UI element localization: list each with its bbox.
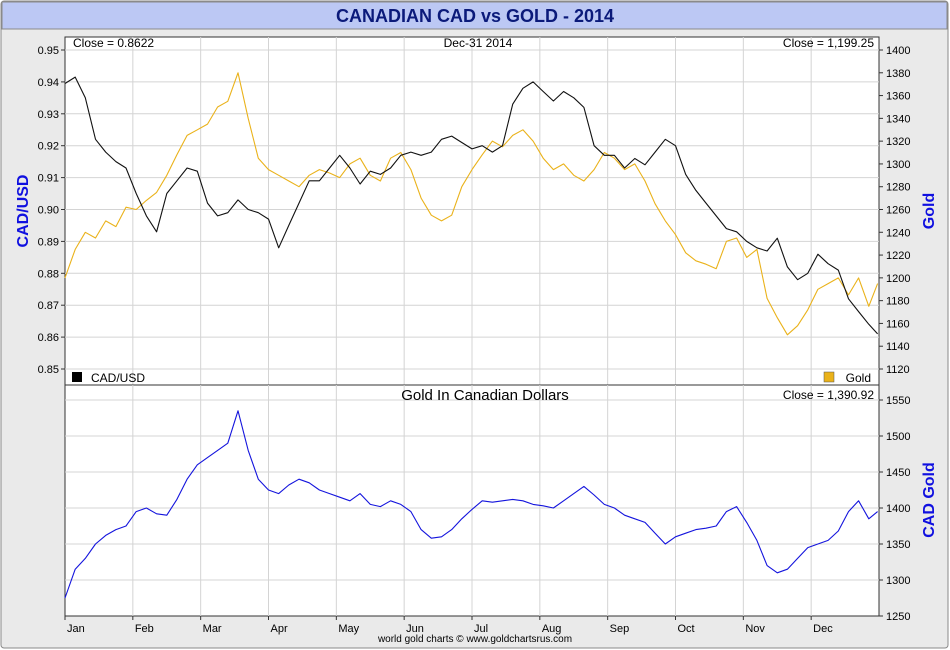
bottom-header-right: Close = 1,390.92 bbox=[783, 388, 874, 402]
bottom-series-group bbox=[64, 410, 878, 599]
legend-gold-label: Gold bbox=[846, 371, 871, 385]
x-tick-label: Dec bbox=[813, 623, 833, 635]
bottom-right-axis: 1550 1500 1450 1400 1350 1300 1250 bbox=[879, 395, 910, 623]
right-tick-label: 1280 bbox=[886, 182, 910, 194]
top-left-axis: 0.95 0.94 0.93 0.92 0.91 0.90 0.89 0.88 0.87 0.86… bbox=[38, 45, 65, 376]
left-axis-title-cad-usd: CAD/USD bbox=[15, 175, 32, 248]
cad-gold-series-line bbox=[64, 410, 878, 599]
right-tick-label: 1360 bbox=[886, 91, 910, 103]
bottom-right-tick-label: 1450 bbox=[886, 467, 910, 479]
bottom-right-tick-label: 1300 bbox=[886, 575, 910, 587]
right-tick-label: 1200 bbox=[886, 273, 910, 285]
top-header-left: Close = 0.8622 bbox=[73, 36, 154, 50]
x-tick-label: Mar bbox=[203, 623, 222, 635]
x-tick-label: Jan bbox=[67, 623, 85, 635]
legend-cad-usd-swatch bbox=[72, 372, 82, 382]
right-tick-label: 1140 bbox=[886, 341, 910, 353]
top-header-center: Dec-31 2014 bbox=[444, 36, 513, 50]
x-tick-label: Nov bbox=[745, 623, 765, 635]
right-tick-label: 1260 bbox=[886, 205, 910, 217]
right-tick-label: 1160 bbox=[886, 318, 910, 330]
left-tick-label: 0.87 bbox=[38, 300, 59, 312]
legend-cad-usd-label: CAD/USD bbox=[91, 371, 145, 385]
bottom-right-tick-label: 1350 bbox=[886, 539, 910, 551]
right-tick-label: 1380 bbox=[886, 68, 910, 80]
bottom-grid bbox=[65, 385, 879, 616]
gold-series-line bbox=[64, 72, 879, 336]
right-tick-label: 1400 bbox=[886, 45, 910, 57]
top-series-group bbox=[64, 72, 879, 336]
x-tick-label: May bbox=[338, 623, 359, 635]
top-header-right: Close = 1,199.25 bbox=[783, 36, 874, 50]
left-tick-label: 0.86 bbox=[38, 332, 59, 344]
left-tick-label: 0.85 bbox=[38, 364, 59, 376]
right-tick-label: 1320 bbox=[886, 136, 910, 148]
right-tick-label: 1300 bbox=[886, 159, 910, 171]
left-tick-label: 0.94 bbox=[38, 77, 59, 89]
left-tick-label: 0.95 bbox=[38, 45, 59, 57]
footer-credit: world gold charts © www.goldchartsrus.co… bbox=[377, 634, 572, 645]
left-tick-label: 0.91 bbox=[38, 173, 59, 185]
x-axis: Jan Feb Mar Apr May Jun Jul Aug Sep Oct Nov Dec bbox=[64, 616, 833, 635]
cad-usd-series-line bbox=[64, 76, 879, 335]
x-tick-label: Aug bbox=[542, 623, 562, 635]
right-tick-label: 1120 bbox=[886, 364, 910, 376]
top-right-axis: 1400 1380 1360 1340 1320 1300 1280 1260 1240 1220… bbox=[879, 45, 910, 376]
bottom-right-tick-label: 1400 bbox=[886, 503, 910, 515]
right-axis-title-gold: Gold bbox=[921, 193, 938, 229]
x-tick-label: Jun bbox=[406, 623, 424, 635]
right-axis-title-cad-gold: CAD Gold bbox=[921, 462, 938, 538]
top-grid bbox=[65, 37, 879, 385]
x-tick-label: Apr bbox=[271, 623, 288, 635]
right-tick-label: 1340 bbox=[886, 113, 910, 125]
left-tick-label: 0.88 bbox=[38, 268, 59, 280]
title-bar bbox=[1, 1, 948, 30]
left-tick-label: 0.89 bbox=[38, 236, 59, 248]
right-tick-label: 1240 bbox=[886, 227, 910, 239]
legend-gold-swatch bbox=[823, 371, 835, 383]
bottom-right-tick-label: 1500 bbox=[886, 431, 910, 443]
x-tick-label: Feb bbox=[135, 623, 154, 635]
right-tick-label: 1220 bbox=[886, 250, 910, 262]
left-tick-label: 0.93 bbox=[38, 109, 59, 121]
left-tick-label: 0.90 bbox=[38, 205, 59, 217]
bottom-right-tick-label: 1550 bbox=[886, 395, 910, 407]
bottom-right-tick-label: 1250 bbox=[886, 611, 910, 623]
x-tick-label: Oct bbox=[678, 623, 695, 635]
bottom-panel-title: Gold In Canadian Dollars bbox=[401, 387, 569, 404]
left-tick-label: 0.92 bbox=[38, 141, 59, 153]
x-tick-label: Jul bbox=[474, 623, 488, 635]
x-tick-label: Sep bbox=[610, 623, 630, 635]
chart-title: CANADIAN CAD vs GOLD - 2014 bbox=[336, 6, 614, 26]
right-tick-label: 1180 bbox=[886, 296, 910, 308]
